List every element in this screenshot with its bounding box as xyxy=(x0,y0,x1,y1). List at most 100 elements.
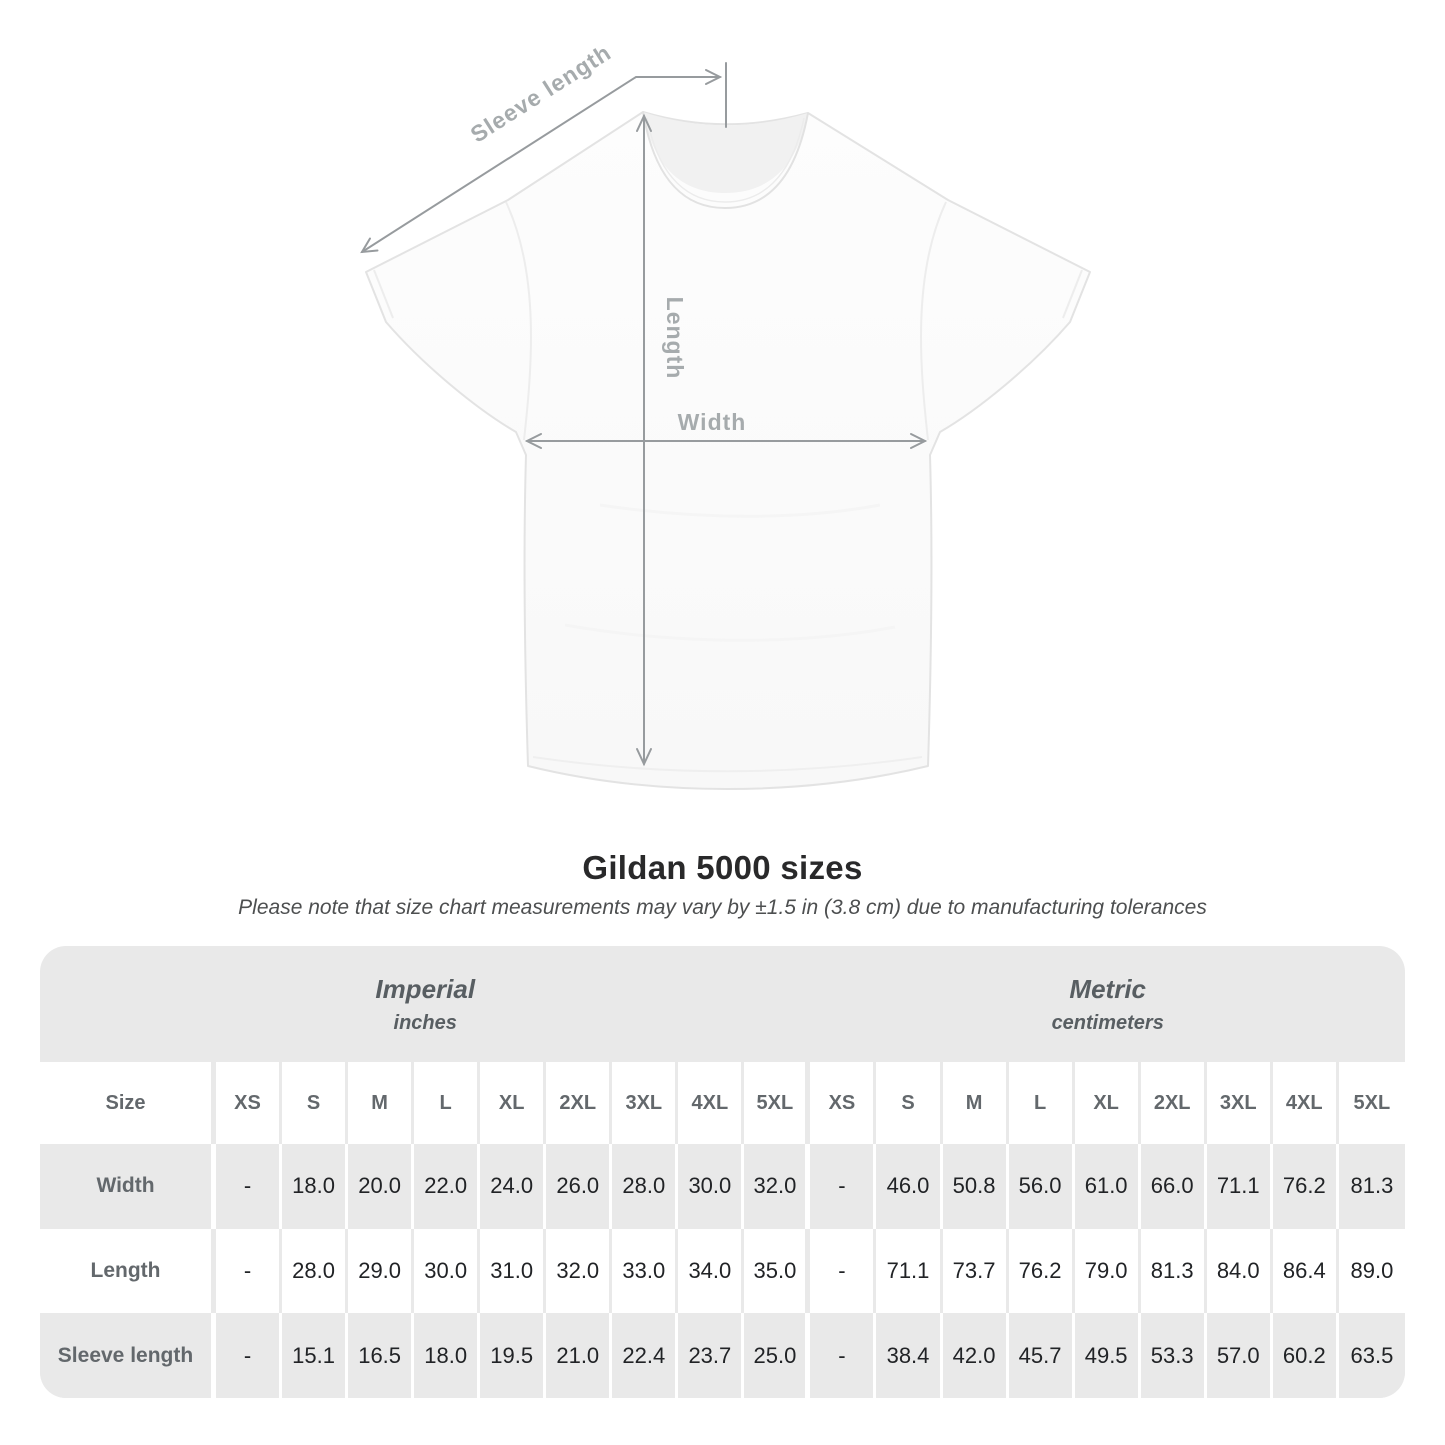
collar-band-seam xyxy=(642,111,809,210)
sleeve-measure-line xyxy=(361,76,721,253)
cell-length-imperial-3xl: 33.0 xyxy=(612,1228,679,1314)
row-label-length: Length xyxy=(40,1228,216,1314)
measurement-annotations xyxy=(360,62,928,767)
page-subtitle: Please note that size chart measurements… xyxy=(238,896,1207,919)
cell-sleeve_length-metric-s: 38.4 xyxy=(876,1313,943,1398)
size-header-imperial-l: L xyxy=(414,1062,481,1144)
cell-width-imperial-xl: 24.0 xyxy=(480,1144,547,1229)
imperial-section-header: Imperial inches xyxy=(40,946,810,1062)
size-header-metric-l: L xyxy=(1008,1062,1075,1144)
cell-length-metric-5xl: 89.0 xyxy=(1338,1228,1405,1314)
cell-length-imperial-2xl: 32.0 xyxy=(546,1228,613,1314)
cell-length-imperial-xl: 31.0 xyxy=(480,1228,547,1314)
cell-sleeve_length-metric-5xl: 63.5 xyxy=(1338,1313,1405,1398)
imperial-section-title: Imperial xyxy=(375,973,476,1004)
size-header-imperial-xs: XS xyxy=(216,1062,283,1144)
cell-width-metric-xs: - xyxy=(810,1144,877,1229)
cell-length-metric-3xl: 84.0 xyxy=(1206,1228,1273,1314)
cell-sleeve_length-metric-3xl: 57.0 xyxy=(1206,1313,1273,1398)
cell-sleeve_length-metric-4xl: 60.2 xyxy=(1272,1313,1339,1398)
size-header-metric-4xl: 4XL xyxy=(1272,1062,1339,1144)
size-header-imperial-2xl: 2XL xyxy=(546,1062,613,1144)
metric-section-unit: centimeters xyxy=(1051,1011,1164,1034)
cell-length-metric-m: 73.7 xyxy=(942,1228,1009,1314)
width-arrow-left xyxy=(524,433,542,449)
cell-width-metric-s: 46.0 xyxy=(876,1144,943,1229)
size-header-row: Size XS S M L XL 2XL 3XL 4XL 5XL XS S M L XL 2XL 3XL 4XL… xyxy=(40,1062,1405,1144)
cell-length-metric-l: 76.2 xyxy=(1008,1228,1075,1314)
tshirt-body xyxy=(365,111,1091,790)
cell-length-imperial-xs: - xyxy=(216,1228,283,1314)
length-label: Length xyxy=(662,297,688,380)
sleeve-arrow-right xyxy=(705,69,723,85)
right-armhole-seam xyxy=(920,201,947,441)
size-header-imperial-s: S xyxy=(282,1062,349,1144)
collar-opening xyxy=(643,112,808,193)
size-header-imperial-5xl: 5XL xyxy=(744,1062,811,1144)
cell-sleeve_length-imperial-2xl: 21.0 xyxy=(546,1313,613,1398)
cell-width-imperial-xs: - xyxy=(216,1144,283,1229)
cell-width-metric-m: 50.8 xyxy=(942,1144,1009,1229)
size-header-metric-3xl: 3XL xyxy=(1206,1062,1273,1144)
row-label-width: Width xyxy=(40,1144,216,1229)
cell-width-imperial-s: 18.0 xyxy=(282,1144,349,1229)
table-row-sleeve_length: Sleeve length -15.1 16.5 18.0 19.5 21.0 22.4 23… xyxy=(40,1313,1405,1398)
cell-width-metric-2xl: 66.0 xyxy=(1140,1144,1207,1229)
cell-sleeve_length-imperial-3xl: 22.4 xyxy=(612,1313,679,1398)
wrinkle-1 xyxy=(599,503,881,518)
metric-section-header: Metric centimeters xyxy=(810,946,1405,1062)
length-arrow-bottom xyxy=(636,748,652,767)
size-header-metric-2xl: 2XL xyxy=(1140,1062,1207,1144)
cell-width-metric-xl: 61.0 xyxy=(1074,1144,1141,1229)
cell-length-metric-2xl: 81.3 xyxy=(1140,1228,1207,1314)
right-cuff-seam xyxy=(1062,269,1083,319)
cell-length-metric-xl: 79.0 xyxy=(1074,1228,1141,1314)
cell-sleeve_length-metric-xs: - xyxy=(810,1313,877,1398)
size-header-metric-xs: XS xyxy=(810,1062,877,1144)
cell-length-metric-4xl: 86.4 xyxy=(1272,1228,1339,1314)
cell-length-metric-xs: - xyxy=(810,1228,877,1314)
size-header-imperial-xl: XL xyxy=(480,1062,547,1144)
cell-length-imperial-l: 30.0 xyxy=(414,1228,481,1314)
width-label: Width xyxy=(678,409,747,435)
size-column-header: Size xyxy=(40,1062,216,1144)
imperial-section-unit: inches xyxy=(393,1011,457,1034)
cell-sleeve_length-metric-xl: 49.5 xyxy=(1074,1313,1141,1398)
cell-sleeve_length-imperial-4xl: 23.7 xyxy=(678,1313,745,1398)
cell-width-imperial-4xl: 30.0 xyxy=(678,1144,745,1229)
size-header-metric-5xl: 5XL xyxy=(1338,1062,1405,1144)
length-arrow-top xyxy=(636,113,652,132)
size-header-imperial-4xl: 4XL xyxy=(678,1062,745,1144)
cell-sleeve_length-metric-l: 45.7 xyxy=(1008,1313,1075,1398)
width-arrow-right xyxy=(910,433,928,449)
cell-length-imperial-5xl: 35.0 xyxy=(744,1228,811,1314)
cell-length-imperial-s: 28.0 xyxy=(282,1228,349,1314)
tshirt-diagram: Sleeve length Length Width xyxy=(360,39,1091,790)
cell-width-metric-l: 56.0 xyxy=(1008,1144,1075,1229)
cell-sleeve_length-imperial-xs: - xyxy=(216,1313,283,1398)
row-label-sleeve_length: Sleeve length xyxy=(40,1313,216,1398)
cell-length-imperial-m: 29.0 xyxy=(348,1228,415,1314)
cell-width-imperial-2xl: 26.0 xyxy=(546,1144,613,1229)
size-header-metric-xl: XL xyxy=(1074,1062,1141,1144)
cell-width-metric-3xl: 71.1 xyxy=(1206,1144,1273,1229)
cell-length-metric-s: 71.1 xyxy=(876,1228,943,1314)
cell-sleeve_length-imperial-l: 18.0 xyxy=(414,1313,481,1398)
size-table-body: Width -18.0 20.0 22.0 24.0 26.0 28.0 30.0 32.0-4… xyxy=(40,1144,1405,1398)
left-cuff-seam xyxy=(373,269,394,319)
cell-width-imperial-m: 20.0 xyxy=(348,1144,415,1229)
cell-width-metric-5xl: 81.3 xyxy=(1338,1144,1405,1229)
cell-sleeve_length-imperial-m: 16.5 xyxy=(348,1313,415,1398)
size-header-metric-m: M xyxy=(942,1062,1009,1144)
cell-width-imperial-5xl: 32.0 xyxy=(744,1144,811,1229)
cell-sleeve_length-metric-m: 42.0 xyxy=(942,1313,1009,1398)
page-title: Gildan 5000 sizes xyxy=(582,849,863,886)
sleeve-length-label: Sleeve length xyxy=(466,39,616,148)
cell-length-imperial-4xl: 34.0 xyxy=(678,1228,745,1314)
wrinkle-2 xyxy=(564,623,896,642)
table-row-length: Length -28.0 29.0 30.0 31.0 32.0 33.0 34.0 35.0-… xyxy=(40,1228,1405,1314)
cell-sleeve_length-imperial-s: 15.1 xyxy=(282,1313,349,1398)
cell-width-imperial-3xl: 28.0 xyxy=(612,1144,679,1229)
size-header-metric-s: S xyxy=(876,1062,943,1144)
